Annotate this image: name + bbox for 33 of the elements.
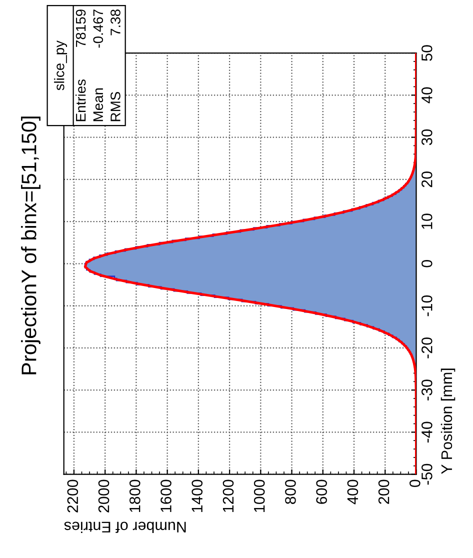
y-tick-label: 30 xyxy=(422,129,432,146)
y-tick-label: -40 xyxy=(422,422,432,443)
y-tick-label: 50 xyxy=(422,45,432,61)
x-tick-label: 1800 xyxy=(129,480,140,512)
y-tick-label: -30 xyxy=(422,380,432,400)
text: 78159 xyxy=(76,10,86,47)
x-tick-label: 1600 xyxy=(160,480,172,512)
y-tick-label: 0 xyxy=(422,260,432,268)
x-tick-label: 1000 xyxy=(254,480,265,512)
x-tick-label: 0 xyxy=(410,480,420,488)
y-tick-label: -50 xyxy=(422,464,432,485)
x-tick-label: 800 xyxy=(285,480,296,504)
text: ProjectionY of binx=[51,150] xyxy=(21,116,40,374)
annotation: RMS xyxy=(110,92,120,122)
y-tick-label: 20 xyxy=(422,171,432,188)
y-axis-title: Y Position [mm] xyxy=(440,368,456,474)
y-tick-label: 10 xyxy=(422,214,432,229)
x-tick-label: 1400 xyxy=(192,480,203,512)
x-axis-title: Number of Entries xyxy=(64,522,186,533)
y-tick-label: -10 xyxy=(422,295,432,316)
x-tick-label: 1200 xyxy=(222,480,234,512)
x-tick-label: 2200 xyxy=(67,480,78,512)
annotation: slice_py xyxy=(54,40,68,90)
x-tick-label: 2000 xyxy=(98,480,110,512)
text: -0.467 xyxy=(93,10,104,48)
x-tick-label: 400 xyxy=(347,480,358,504)
x-tick-label: 600 xyxy=(316,480,327,504)
text: 7.38 xyxy=(110,10,120,36)
annotation: Entries xyxy=(76,79,86,122)
y-tick-label: 40 xyxy=(422,87,432,104)
x-tick-label: 200 xyxy=(378,480,390,504)
annotation: Mean xyxy=(93,88,104,122)
y-tick-label: -20 xyxy=(422,337,432,358)
